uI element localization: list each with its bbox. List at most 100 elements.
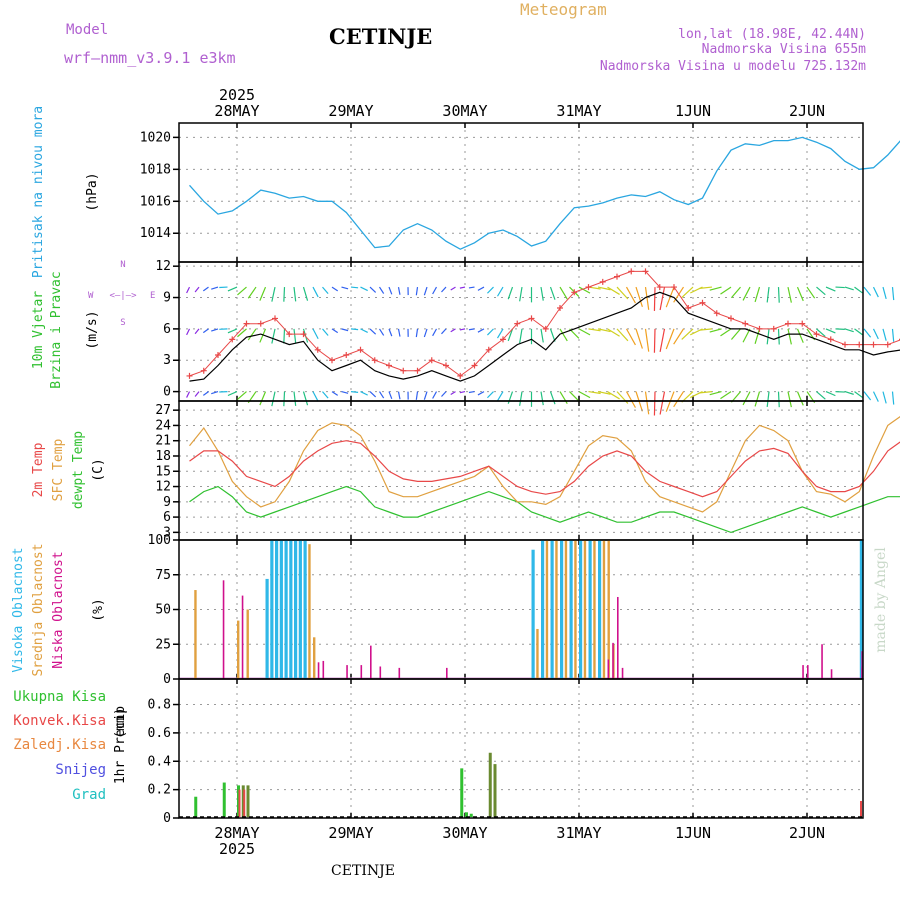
wind-arrow-103 bbox=[507, 328, 514, 342]
cloud-bar-0-2 bbox=[275, 540, 279, 679]
cloud-bar-1-1 bbox=[237, 620, 240, 679]
wind-arrow-208 bbox=[844, 328, 854, 333]
precip-frame bbox=[178, 678, 864, 819]
wind-arrow-16 bbox=[227, 328, 238, 334]
ytick-label-4-1: 25 bbox=[155, 637, 171, 652]
wind-arrow-3 bbox=[194, 391, 200, 397]
gust-marker-27 bbox=[571, 289, 578, 296]
cloud-bar-2-0 bbox=[222, 580, 225, 679]
wind-arrow-72 bbox=[415, 391, 419, 400]
wind-arrow-157 bbox=[673, 328, 685, 345]
cloud-bar-2-8 bbox=[398, 667, 401, 679]
wind-arrow-127 bbox=[588, 328, 601, 332]
wind-arrow-10 bbox=[211, 328, 219, 332]
bottom-date-2: 30MAY bbox=[442, 824, 487, 842]
cloud-title-high: Visoka Oblacnost bbox=[11, 547, 26, 672]
pressure-frame bbox=[178, 122, 864, 263]
gust-marker-3 bbox=[229, 336, 236, 343]
temp-title-sfc: SFC Temp bbox=[51, 439, 66, 502]
wind-arrow-44 bbox=[322, 286, 329, 295]
wind-arrow-88 bbox=[459, 328, 466, 331]
wind-arrow-180 bbox=[754, 391, 761, 407]
cloud-bar-2-1 bbox=[241, 595, 244, 679]
gust-marker-22 bbox=[500, 336, 506, 343]
cloud-bar-2-13 bbox=[621, 667, 624, 679]
wind-arrow-156 bbox=[673, 391, 685, 408]
wind-arrow-202 bbox=[825, 328, 836, 334]
ytick-label-5-4: 0.8 bbox=[148, 698, 171, 713]
wind-arrow-79 bbox=[432, 328, 438, 337]
wind-arrow-212 bbox=[854, 286, 863, 294]
wind-arrow-105 bbox=[519, 391, 523, 406]
wind-title-line1: 10m Vjetar bbox=[31, 291, 46, 369]
cloud-bar-1-4 bbox=[313, 637, 316, 679]
bottom-date-1: 29MAY bbox=[328, 824, 373, 842]
precip-bars bbox=[194, 752, 862, 817]
cloud-bar-1-0 bbox=[194, 590, 197, 679]
wind-arrow-2 bbox=[186, 286, 191, 294]
top-date-4: 1JUN bbox=[675, 102, 711, 120]
wind-arrow-132 bbox=[607, 391, 620, 400]
wind-arrow-130 bbox=[597, 328, 611, 333]
wind-arrow-48 bbox=[341, 391, 349, 394]
temp-title-dew: dewpt Temp bbox=[71, 431, 86, 509]
wind-arrow-39 bbox=[312, 391, 319, 402]
wind-arrow-170 bbox=[709, 286, 722, 291]
cloud-bar-1-13 bbox=[607, 540, 610, 679]
wind-arrow-90 bbox=[468, 391, 475, 394]
wind-arrow-190 bbox=[787, 328, 792, 345]
wind-arrow-55 bbox=[360, 328, 368, 333]
precip-bar-0-0 bbox=[194, 796, 198, 817]
cloud-bar-2-9 bbox=[446, 667, 448, 679]
wind-arrow-171 bbox=[720, 391, 732, 400]
cloud-bar-0-12 bbox=[560, 540, 564, 679]
model-name: wrf—nmm_v3.9.1 e3km bbox=[64, 49, 236, 67]
wind-arrow-143 bbox=[635, 286, 643, 307]
gust-marker-20 bbox=[471, 362, 478, 369]
precip-bar-1-1 bbox=[243, 789, 246, 817]
ytick-label-3-3: 12 bbox=[155, 480, 171, 495]
wind-arrow-62 bbox=[378, 286, 385, 294]
wind-arrow-187 bbox=[777, 328, 780, 345]
precip-legend: Ukupna Kisa Konvek.Kisa Zaledj.Kisa Snij… bbox=[13, 689, 106, 803]
ytick-label-5-3: 0.6 bbox=[148, 726, 171, 741]
top-date-2: 30MAY bbox=[442, 102, 487, 120]
cloud-bar-1-12 bbox=[602, 540, 606, 679]
cloud-bar-2-5 bbox=[360, 665, 363, 679]
wind-arrow-138 bbox=[625, 391, 636, 408]
wind-arrow-118 bbox=[559, 328, 568, 342]
wind-arrow-76 bbox=[423, 328, 428, 338]
wind-arrow-214 bbox=[863, 328, 872, 338]
legend-snijeg: Snijeg bbox=[55, 762, 106, 778]
wind-arrow-222 bbox=[891, 391, 895, 405]
wind-arrow-83 bbox=[441, 286, 447, 293]
cloud-bar-0-6 bbox=[294, 540, 298, 679]
gust-marker-40 bbox=[756, 325, 763, 332]
cloud-bar-1-6 bbox=[545, 540, 549, 679]
wind-arrow-142 bbox=[635, 328, 643, 349]
gust-marker-24 bbox=[528, 315, 535, 322]
ytick-label-2-3: 9 bbox=[163, 291, 171, 306]
wind-arrow-209 bbox=[844, 286, 854, 291]
cloud-bar-1-5 bbox=[536, 628, 539, 679]
wind-arrow-34 bbox=[293, 328, 297, 344]
gust-marker-9 bbox=[314, 346, 321, 353]
wind-arrow-30 bbox=[283, 391, 286, 407]
wind-arrow-18 bbox=[237, 391, 247, 400]
precip-bar-0-9 bbox=[493, 764, 497, 817]
cloud-bar-0-7 bbox=[298, 540, 302, 679]
ytick-label-1-2: 1018 bbox=[140, 162, 171, 177]
gust-marker-5 bbox=[257, 320, 264, 327]
wind-arrow-183 bbox=[766, 391, 770, 408]
wind-arrow-59 bbox=[369, 286, 377, 293]
cloud-bar-0-9 bbox=[531, 549, 535, 679]
precip-bar-1-2 bbox=[860, 800, 862, 817]
wind-arrow-213 bbox=[863, 391, 872, 401]
wind-arrow-185 bbox=[766, 287, 770, 303]
wind-arrow-53 bbox=[350, 286, 359, 289]
cloud-bar-0-0 bbox=[265, 578, 269, 679]
wind-arrow-4 bbox=[194, 328, 200, 335]
wind-arrow-61 bbox=[378, 328, 385, 336]
ytick-label-3-7: 24 bbox=[155, 418, 171, 433]
wind-arrow-27 bbox=[271, 391, 276, 407]
